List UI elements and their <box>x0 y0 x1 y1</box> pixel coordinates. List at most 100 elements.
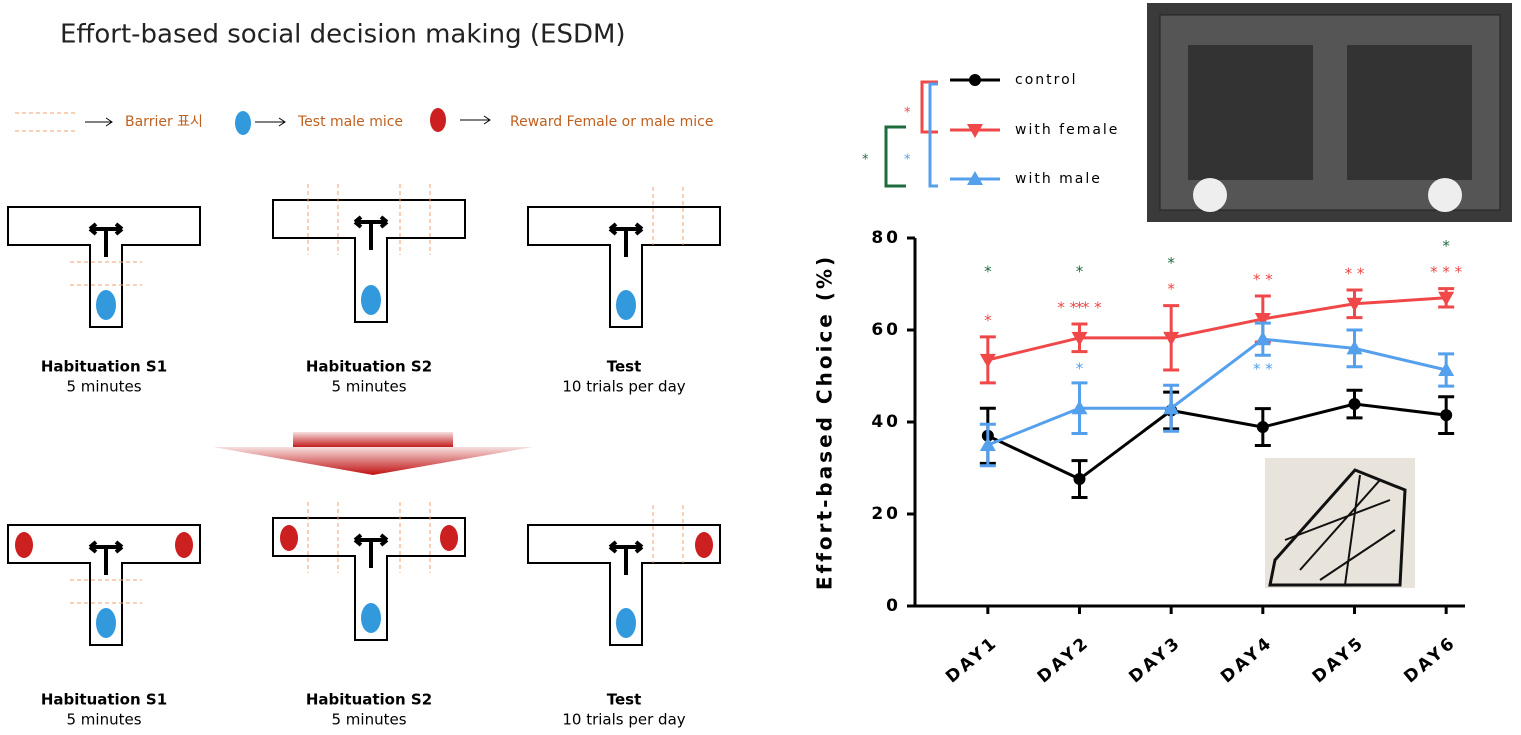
significance: * <box>1076 263 1084 281</box>
significance: * * * <box>1430 263 1463 281</box>
significance: * * <box>1253 270 1273 288</box>
point <box>1348 398 1361 411</box>
line <box>987 402 1447 481</box>
legend-label: with male <box>1015 171 1102 187</box>
point <box>1438 362 1455 377</box>
panel-title: Test <box>607 358 642 376</box>
photo-barrier <box>1265 458 1415 588</box>
reward-mouse <box>440 525 458 551</box>
choice-arrow <box>608 540 644 575</box>
significance: * * <box>1253 360 1273 378</box>
bracket <box>884 125 906 188</box>
y-tick-label: 60 <box>871 320 901 340</box>
point <box>1071 400 1088 415</box>
test-mouse <box>96 290 116 320</box>
panel-title: Habituation S1 <box>41 358 167 376</box>
panel-subtitle: 10 trials per day <box>562 711 685 729</box>
legend-text: Test male mice <box>297 114 403 130</box>
t-maze <box>7 206 201 328</box>
test-mouse <box>616 608 636 638</box>
panel-subtitle: 10 trials per day <box>562 378 685 396</box>
point <box>1256 421 1269 434</box>
panel-title: Habituation S2 <box>306 691 432 709</box>
x-tick-label: DAY6 <box>1400 632 1460 687</box>
test-mouse <box>616 290 636 320</box>
test-mouse <box>361 285 381 315</box>
reward-mouse <box>15 532 33 558</box>
significance: * <box>1167 254 1175 272</box>
line <box>987 296 1447 362</box>
y-axis-label: Effort-based Choice (%) <box>813 254 837 590</box>
down-arrow <box>213 447 533 475</box>
choice-arrow <box>353 215 389 250</box>
x-tick-label: DAY4 <box>1217 632 1277 687</box>
x-tick-label: DAY1 <box>942 632 1002 687</box>
photo-cup <box>1428 178 1462 212</box>
significance: * * * * <box>1057 299 1102 317</box>
arrow <box>255 117 286 127</box>
significance: * <box>984 311 992 329</box>
point <box>979 353 996 368</box>
significance: * <box>1076 299 1084 317</box>
mouse-icon <box>235 111 251 135</box>
point <box>1346 340 1363 355</box>
arrow <box>85 117 113 127</box>
point <box>1073 473 1086 486</box>
photo-block <box>1347 45 1472 180</box>
choice-arrow <box>88 540 124 575</box>
legend-label: control <box>1015 72 1078 88</box>
significance: * <box>1442 237 1450 255</box>
choice-arrow <box>608 222 644 257</box>
reward-mouse <box>280 525 298 551</box>
y-tick-label: 40 <box>871 412 901 432</box>
panel-title: Habituation S2 <box>306 358 432 376</box>
reward-mouse <box>175 532 193 558</box>
diagram: Habituation S1 5 minutes Habituation S2 5 m… <box>7 184 721 729</box>
choice-arrow <box>88 222 124 257</box>
legend-text: Barrier 표시 <box>125 114 203 130</box>
photo-mesh <box>1268 468 1407 587</box>
panel-subtitle: 5 minutes <box>331 711 406 729</box>
point <box>979 437 996 451</box>
photo-block <box>1188 45 1313 180</box>
x-tick-label: DAY5 <box>1309 632 1369 687</box>
x-tick-label: DAY3 <box>1125 632 1185 687</box>
photo-mesh <box>1284 474 1396 586</box>
point <box>1254 331 1271 346</box>
t-maze <box>527 524 721 646</box>
bracket-label: * <box>904 106 911 121</box>
legend-marker <box>969 74 981 86</box>
point <box>1346 297 1363 312</box>
bracket <box>928 82 938 188</box>
test-mouse <box>96 608 116 638</box>
reward-mouse <box>695 532 713 558</box>
y-tick-label: 20 <box>871 504 901 524</box>
bracket-label: * <box>904 153 911 168</box>
panel-subtitle: 5 minutes <box>66 711 141 729</box>
t-maze <box>527 206 721 328</box>
panel-subtitle: 5 minutes <box>331 378 406 396</box>
panel-title: Test <box>607 691 642 709</box>
legend-marker <box>967 171 983 185</box>
significance: * * <box>1345 264 1365 282</box>
significance: * <box>1167 280 1175 298</box>
bracket-label: * <box>862 153 869 168</box>
significance: * <box>984 263 992 281</box>
point <box>1071 331 1088 346</box>
point <box>1438 291 1455 306</box>
arrow <box>460 115 491 125</box>
t-maze <box>272 199 466 323</box>
t-maze <box>272 517 466 641</box>
diagram-title: Effort-based social decision making (ESD… <box>60 20 626 50</box>
y-tick-label: 0 <box>886 596 901 616</box>
choice-arrow <box>353 533 389 568</box>
point <box>1163 400 1180 415</box>
panel-subtitle: 5 minutes <box>66 378 141 396</box>
point <box>1163 331 1180 346</box>
line <box>987 337 1447 447</box>
x-tick-label: DAY2 <box>1034 632 1094 687</box>
legend-label: with female <box>1015 122 1119 138</box>
legend-marker <box>967 124 983 138</box>
legend-text: Reward Female or male mice <box>510 114 713 130</box>
